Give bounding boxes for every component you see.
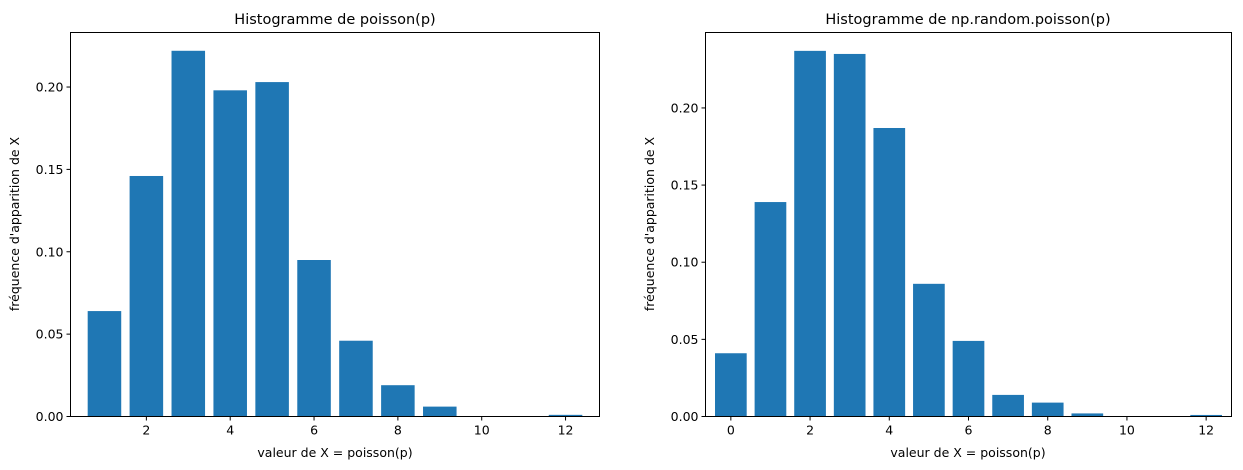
x-axis-label: valeur de X = poisson(p): [890, 445, 1045, 460]
x-tick-label: 8: [1044, 423, 1052, 438]
y-tick-label: 0.05: [36, 327, 64, 342]
bar-x-8: [1031, 402, 1064, 417]
chart-right: Histogramme de np.random.poisson(p) 0 2 4 6…: [642, 12, 1232, 460]
y-tick-label: 0.00: [36, 409, 64, 424]
x-tick-label: 2: [806, 423, 814, 438]
y-axis-label: fréquence d'apparition de X: [7, 136, 22, 311]
y-axis-label: fréquence d'apparition de X: [642, 136, 657, 311]
bar-x-1: [87, 311, 122, 417]
y-ticks: 0.00 0.05 0.10 0.15 0.20: [36, 80, 71, 424]
x-tick-label: 12: [1198, 423, 1214, 438]
bar-x-9: [423, 406, 457, 417]
x-tick-label: 10: [1119, 423, 1135, 438]
y-ticks: 0.00 0.05 0.10 0.15 0.20: [671, 100, 706, 424]
y-tick-label: 0.20: [36, 80, 64, 95]
bar-x-2: [129, 175, 164, 417]
y-tick-label: 0.10: [36, 244, 64, 259]
bar-x-12: [548, 414, 583, 417]
bar-x-8: [381, 385, 415, 417]
y-tick-label: 0.15: [671, 178, 699, 193]
bars-group: [87, 50, 583, 417]
bar-x-3: [833, 53, 866, 417]
x-tick-label: 8: [394, 423, 402, 438]
y-tick-label: 0.05: [671, 332, 699, 347]
y-tick-label: 0.15: [36, 162, 64, 177]
x-axis-label: valeur de X = poisson(p): [257, 445, 412, 460]
chart-left: Histogramme de poisson(p) 2 4 6 8 10 12 0.000…: [7, 12, 600, 460]
bar-x-3: [171, 50, 206, 417]
x-ticks: 0 2 4 6 8 10 12: [727, 416, 1214, 438]
x-ticks: 2 4 6 8 10 12: [142, 416, 574, 438]
y-tick-label: 0.20: [671, 100, 699, 115]
bar-x-7: [339, 340, 373, 417]
bar-x-2: [794, 50, 826, 417]
bar-x-0: [715, 353, 747, 417]
bar-x-4: [873, 127, 906, 417]
plot-frame: [705, 32, 1232, 417]
x-tick-label: 4: [226, 423, 234, 438]
y-tick-label: 0.10: [671, 255, 699, 270]
bar-x-6: [952, 340, 985, 417]
x-tick-label: 10: [474, 423, 490, 438]
y-tick-label: 0.00: [671, 409, 699, 424]
bar-x-4: [213, 90, 247, 417]
x-tick-label: 6: [310, 423, 318, 438]
chart-title: Histogramme de np.random.poisson(p): [825, 12, 1110, 28]
bars-group: [715, 50, 1222, 417]
x-tick-label: 4: [885, 423, 893, 438]
bar-x-6: [297, 260, 331, 417]
x-tick-label: 6: [965, 423, 973, 438]
x-tick-label: 12: [558, 423, 574, 438]
bar-x-12: [1190, 414, 1222, 417]
x-tick-label: 0: [727, 423, 735, 438]
bar-x-5: [255, 82, 289, 417]
bar-x-5: [913, 283, 945, 417]
x-tick-label: 2: [142, 423, 150, 438]
plot-frame: [70, 32, 600, 417]
chart-title: Histogramme de poisson(p): [234, 12, 435, 28]
bar-x-1: [754, 202, 787, 417]
bar-x-7: [992, 394, 1024, 417]
bar-x-9: [1071, 413, 1104, 417]
